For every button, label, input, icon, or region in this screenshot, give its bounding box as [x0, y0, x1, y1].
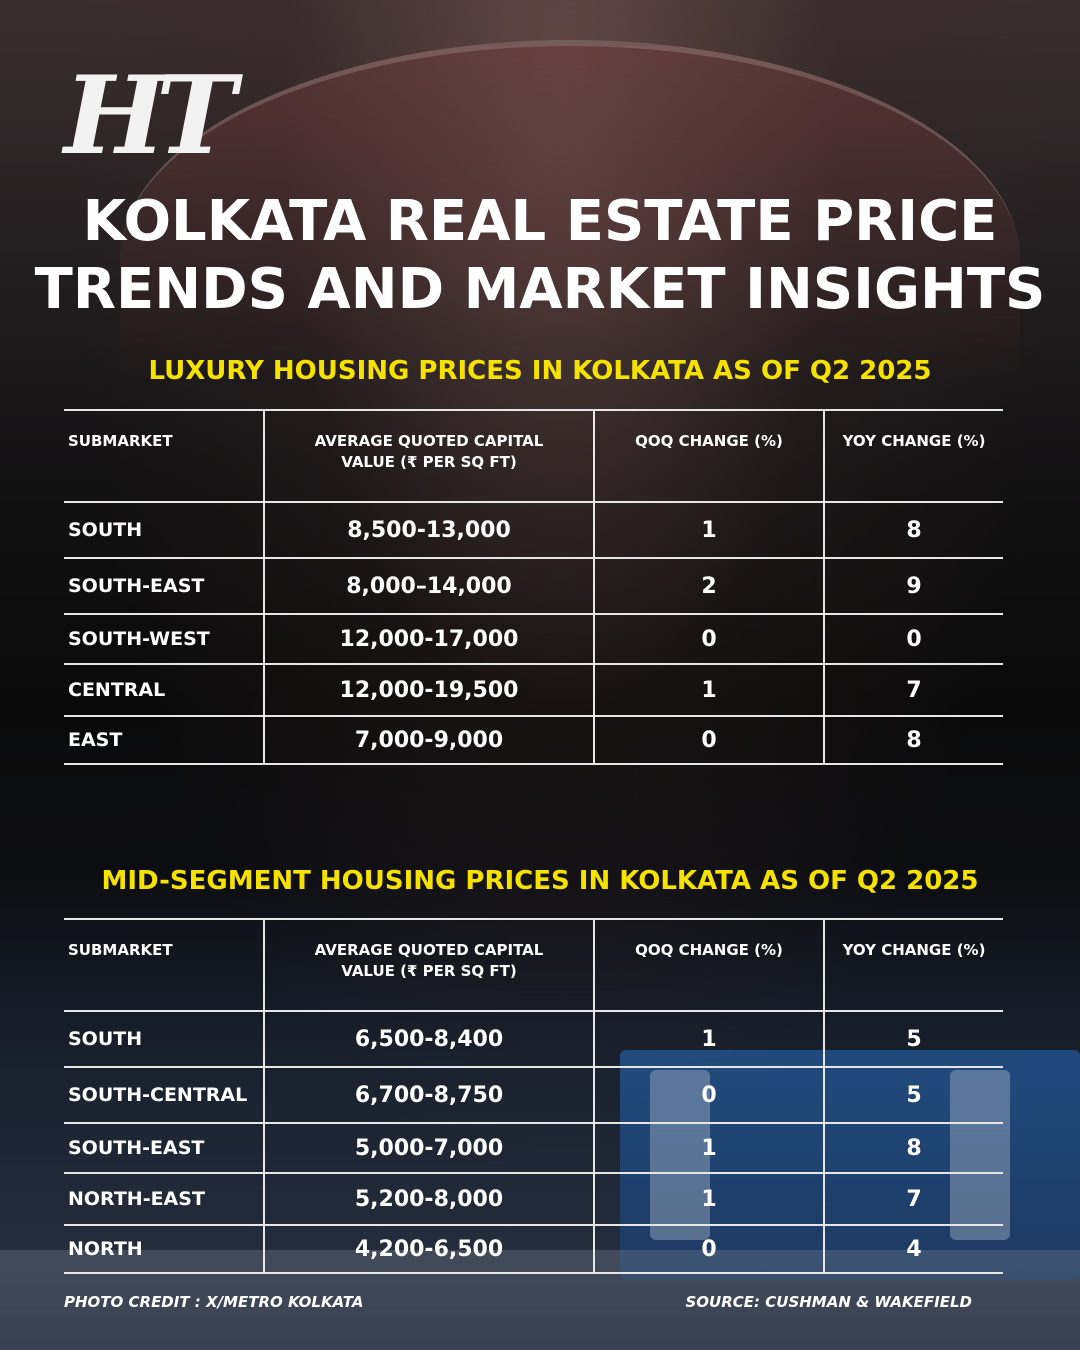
yoy-cell: 8 [823, 715, 1003, 765]
table-row: EAST 7,000-9,000 0 8 [64, 715, 1003, 765]
capital-value-cell: 12,000-17,000 [263, 613, 594, 665]
capital-value-cell: 7,000-9,000 [263, 715, 594, 765]
capital-value-cell: 6,700-8,750 [263, 1066, 594, 1124]
yoy-cell: 8 [823, 501, 1003, 559]
source-credit: SOURCE: CUSHMAN & WAKEFIELD [685, 1293, 973, 1311]
column-header-submarket: SUBMARKET [64, 918, 264, 1012]
mid-segment-table: SUBMARKET AVERAGE QUOTED CAPITAL VALUE (… [64, 918, 1003, 1274]
table-row: SOUTH 8,500-13,000 1 8 [64, 501, 1003, 559]
yoy-cell: 5 [823, 1066, 1003, 1124]
table-row: SOUTH-EAST 8,000–14,000 2 9 [64, 557, 1003, 615]
table-row: SOUTH 6,500-8,400 1 5 [64, 1010, 1003, 1068]
capital-value-cell: 8,000–14,000 [263, 557, 594, 615]
table-row: SOUTH-WEST 12,000-17,000 0 0 [64, 613, 1003, 665]
luxury-heading: LUXURY HOUSING PRICES IN KOLKATA AS OF Q… [148, 356, 932, 386]
table-header-row: SUBMARKET AVERAGE QUOTED CAPITAL VALUE (… [64, 409, 1003, 503]
submarket-cell: SOUTH [64, 501, 264, 559]
capital-value-cell: 4,200-6,500 [263, 1224, 594, 1274]
submarket-cell: CENTRAL [64, 663, 264, 717]
submarket-cell: SOUTH [64, 1010, 264, 1068]
qoq-cell: 0 [593, 715, 824, 765]
table-row: NORTH-EAST 5,200-8,000 1 7 [64, 1172, 1003, 1226]
qoq-cell: 0 [593, 613, 824, 665]
column-header-capital-value: AVERAGE QUOTED CAPITAL VALUE (₹ PER SQ F… [263, 409, 594, 503]
submarket-cell: SOUTH-EAST [64, 1122, 264, 1174]
yoy-cell: 8 [823, 1122, 1003, 1174]
column-header-capital-value: AVERAGE QUOTED CAPITAL VALUE (₹ PER SQ F… [263, 918, 594, 1012]
page-title-line-2: TRENDS AND MARKET INSIGHTS [34, 257, 1046, 322]
page-title-line-1: KOLKATA REAL ESTATE PRICE [82, 189, 998, 254]
submarket-cell: SOUTH-CENTRAL [64, 1066, 264, 1124]
yoy-cell: 0 [823, 613, 1003, 665]
capital-value-cell: 12,000-19,500 [263, 663, 594, 717]
table-header-row: SUBMARKET AVERAGE QUOTED CAPITAL VALUE (… [64, 918, 1003, 1012]
qoq-cell: 1 [593, 1172, 824, 1226]
capital-value-cell: 5,200-8,000 [263, 1172, 594, 1226]
submarket-cell: SOUTH-EAST [64, 557, 264, 615]
yoy-cell: 7 [823, 1172, 1003, 1226]
yoy-cell: 7 [823, 663, 1003, 717]
qoq-cell: 1 [593, 663, 824, 717]
mid-segment-heading: MID-SEGMENT HOUSING PRICES IN KOLKATA AS… [101, 866, 979, 896]
submarket-cell: EAST [64, 715, 264, 765]
yoy-cell: 5 [823, 1010, 1003, 1068]
column-header-qoq: QOQ CHANGE (%) [593, 918, 824, 1012]
luxury-table: SUBMARKET AVERAGE QUOTED CAPITAL VALUE (… [64, 409, 1003, 765]
submarket-cell: NORTH-EAST [64, 1172, 264, 1226]
column-header-yoy: YOY CHANGE (%) [823, 409, 1003, 503]
yoy-cell: 4 [823, 1224, 1003, 1274]
yoy-cell: 9 [823, 557, 1003, 615]
qoq-cell: 0 [593, 1224, 824, 1274]
capital-value-cell: 6,500-8,400 [263, 1010, 594, 1068]
qoq-cell: 1 [593, 1122, 824, 1174]
metro-station-facade [120, 40, 1020, 376]
submarket-cell: NORTH [64, 1224, 264, 1274]
table-row: CENTRAL 12,000-19,500 1 7 [64, 663, 1003, 717]
column-header-qoq: QOQ CHANGE (%) [593, 409, 824, 503]
qoq-cell: 2 [593, 557, 824, 615]
qoq-cell: 0 [593, 1066, 824, 1124]
ht-logo: HT [64, 53, 236, 179]
column-header-submarket: SUBMARKET [64, 409, 264, 503]
submarket-cell: SOUTH-WEST [64, 613, 264, 665]
capital-value-cell: 5,000-7,000 [263, 1122, 594, 1174]
table-row: SOUTH-CENTRAL 6,700-8,750 0 5 [64, 1066, 1003, 1124]
qoq-cell: 1 [593, 501, 824, 559]
table-row: SOUTH-EAST 5,000-7,000 1 8 [64, 1122, 1003, 1174]
photo-credit: PHOTO CREDIT : X/METRO KOLKATA [64, 1293, 364, 1311]
qoq-cell: 1 [593, 1010, 824, 1068]
table-row: NORTH 4,200-6,500 0 4 [64, 1224, 1003, 1274]
capital-value-cell: 8,500-13,000 [263, 501, 594, 559]
column-header-yoy: YOY CHANGE (%) [823, 918, 1003, 1012]
